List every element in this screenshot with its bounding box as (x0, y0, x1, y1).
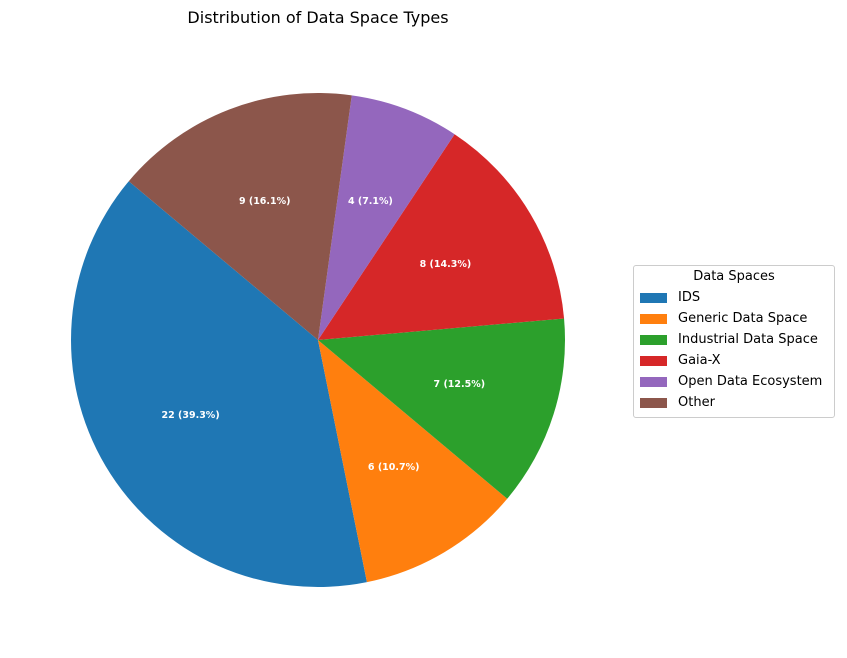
legend-label: Other (678, 395, 715, 410)
pie-slice-label: 4 (7.1%) (348, 196, 393, 207)
pie-slice-label: 9 (16.1%) (239, 196, 291, 207)
legend-item: IDS (634, 287, 834, 308)
legend-swatch (640, 334, 667, 345)
pie-slice-industrial-data-space (318, 318, 565, 499)
legend-label: Gaia-X (678, 353, 721, 368)
legend-swatch (640, 313, 667, 324)
legend-title: Data Spaces (693, 269, 775, 284)
pie-slice-other (128, 93, 352, 340)
legend-swatch (640, 355, 667, 366)
legend-label: Generic Data Space (678, 311, 808, 326)
legend-item: Open Data Ecosystem (634, 371, 834, 392)
legend-label: Industrial Data Space (678, 332, 818, 347)
pie-slices (71, 93, 565, 587)
legend-label: IDS (678, 290, 701, 305)
pie-slice-labels: 22 (39.3%) 6 (10.7%) 7 (12.5%) 8 (14.3%) 4 (… (162, 196, 486, 473)
pie-slice-open-data-ecosystem (318, 95, 455, 340)
legend-swatch (640, 397, 667, 408)
legend-items: IDS Generic Data Space Industrial Data Spa… (634, 287, 834, 413)
pie-slice-generic-data-space (318, 340, 508, 583)
legend-item: Industrial Data Space (634, 329, 834, 350)
pie-slice-gaia-x (318, 134, 565, 340)
legend-item: Other (634, 392, 834, 413)
legend-item: Generic Data Space (634, 308, 834, 329)
pie-slice-label: 8 (14.3%) (420, 259, 472, 270)
pie-slice-label: 7 (12.5%) (434, 379, 486, 390)
legend-swatch (640, 292, 667, 303)
pie-slice-ids (71, 181, 367, 587)
chart-title: Distribution of Data Space Types (187, 8, 449, 27)
legend: Data Spaces IDS Generic Data Space Industr… (633, 265, 835, 418)
legend-item: Gaia-X (634, 350, 834, 371)
pie-slice-label: 6 (10.7%) (368, 462, 420, 473)
legend-label: Open Data Ecosystem (678, 374, 823, 389)
pie-slice-label: 22 (39.3%) (162, 410, 220, 421)
legend-swatch (640, 376, 667, 387)
